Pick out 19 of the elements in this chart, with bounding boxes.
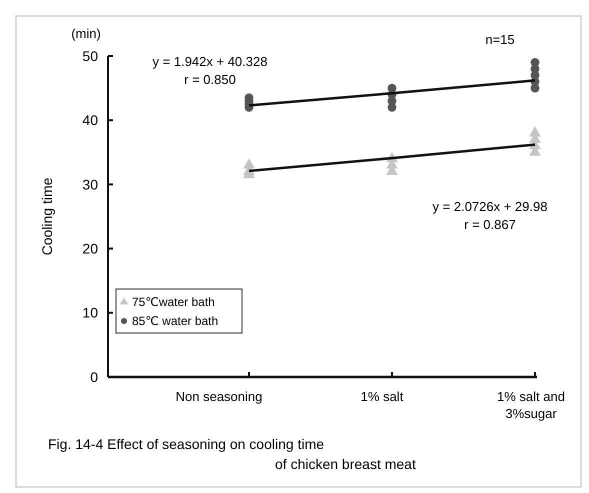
annotation: r = 0.867: [464, 217, 516, 232]
x-tick-label: 1% salt: [360, 389, 404, 404]
text: Fig. 14-4 Effect of seasoning on cooling time of chicken breast meat: [48, 436, 416, 472]
y-tick-label: 40: [82, 112, 98, 128]
y-tick-label: 10: [82, 304, 98, 321]
annotation: r = 0.850: [184, 72, 236, 87]
y-axis-title: Cooling time: [39, 177, 55, 256]
x-tick-label: 1% salt and 3%sugar: [497, 389, 565, 421]
legend-label: 75℃water bath: [132, 295, 215, 310]
x-tick-label: Non seasoning: [176, 389, 262, 404]
y-tick-label: 30: [82, 176, 98, 192]
text: n=15: [485, 32, 515, 47]
legend-label: 85℃ water bath: [132, 314, 218, 328]
text: (min): [71, 26, 101, 41]
y-tick-label: 20: [82, 240, 98, 256]
y-tick-label: 50: [82, 48, 98, 64]
annotation: y = 1.942x + 40.328: [152, 54, 268, 69]
y-tick-label: 0: [90, 368, 98, 385]
annotation: y = 2.0726x + 29.98: [432, 199, 548, 214]
